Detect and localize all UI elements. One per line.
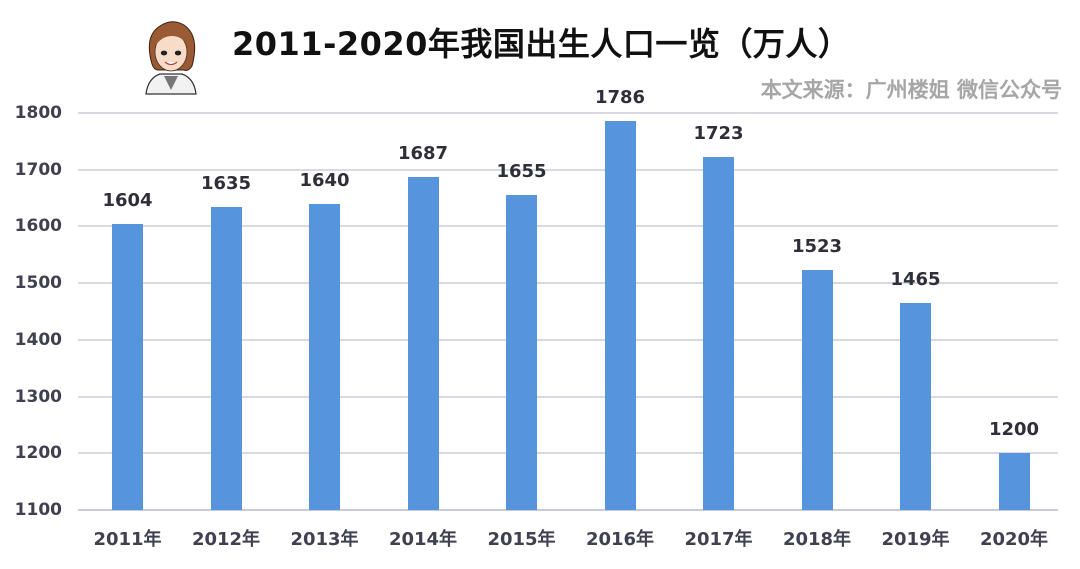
x-tick-label: 2020年 (979, 529, 1049, 550)
bar (998, 453, 1030, 510)
x-tick-label: 2019年 (881, 529, 950, 550)
bar (210, 206, 242, 510)
bar (112, 224, 143, 510)
bar-value-label: 1655 (496, 161, 547, 183)
source-note: 本文来源：广州楼姐 微信公众号 (760, 78, 1062, 102)
bar-value-label: 1723 (693, 122, 744, 144)
y-tick-label: 1700 (14, 159, 62, 180)
gridline (78, 168, 1058, 171)
x-tick-label: 2017年 (684, 529, 753, 550)
bar-value-label: 1635 (200, 172, 252, 194)
gridline (78, 395, 1058, 398)
bar (900, 302, 931, 510)
y-tick-label: 1600 (14, 216, 62, 237)
gridline (78, 282, 1058, 285)
bar-value-label: 1640 (299, 169, 350, 191)
bar (604, 120, 636, 510)
y-tick-label: 1500 (14, 273, 62, 294)
bar-value-label: 1465 (890, 268, 941, 290)
x-tick-label: 2014年 (388, 529, 458, 550)
x-tick-label: 2015年 (487, 529, 556, 550)
y-tick-label: 1800 (14, 103, 62, 123)
gridline (78, 225, 1058, 228)
x-tick-label: 2018年 (782, 529, 852, 550)
bar (309, 203, 340, 510)
bar (506, 195, 537, 510)
bar-value-label: 1523 (791, 236, 843, 258)
bar-value-label: 1786 (594, 86, 646, 108)
gridline (78, 452, 1058, 455)
chart-title: 2011-2020年我国出生人口一览（万人） (232, 25, 851, 63)
y-tick-label: 1400 (14, 329, 62, 350)
gridline (78, 338, 1058, 341)
bar (801, 270, 833, 510)
avatar (138, 16, 204, 100)
y-tick-label: 1100 (14, 500, 62, 520)
bar (407, 177, 439, 510)
bar (703, 156, 734, 510)
bar-value-label: 1687 (397, 143, 449, 165)
bar-value-label: 1200 (988, 419, 1040, 441)
x-tick-label: 2016年 (585, 529, 655, 550)
y-tick-label: 1200 (14, 443, 62, 464)
y-tick-label: 1300 (14, 386, 62, 407)
bar-value-label: 1604 (102, 190, 153, 212)
x-axis-line (78, 509, 1058, 511)
gridline (78, 112, 1058, 114)
x-tick-label: 2011年 (93, 529, 162, 550)
x-tick-label: 2013年 (290, 529, 359, 550)
cartoon-woman-avatar-icon (145, 21, 197, 95)
x-tick-label: 2012年 (191, 529, 261, 550)
